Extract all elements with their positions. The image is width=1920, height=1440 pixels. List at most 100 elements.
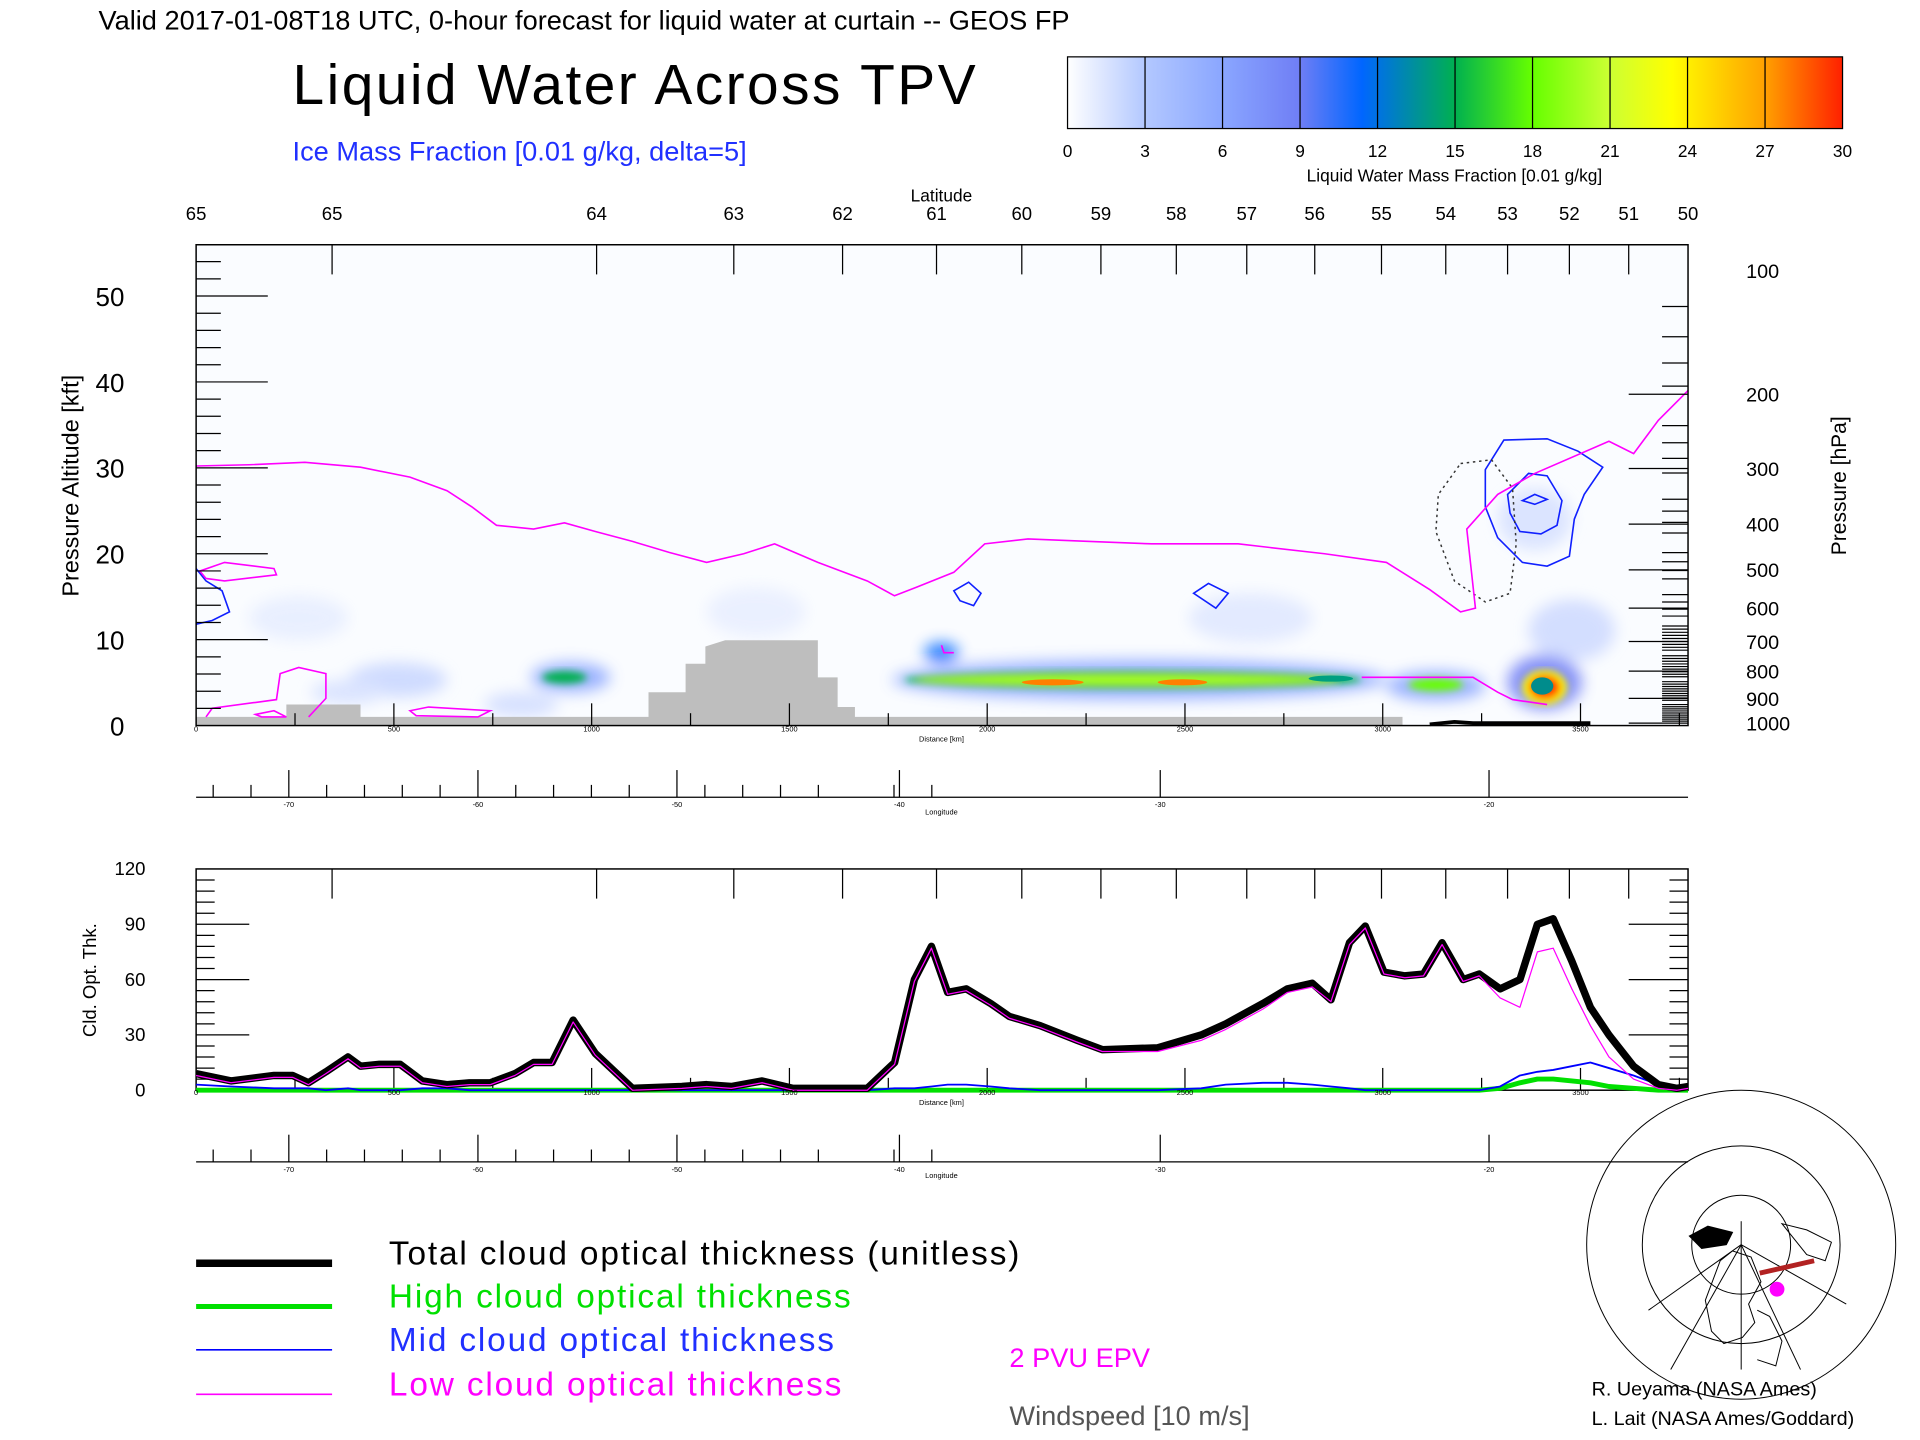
series-line-mid: [196, 1061, 1689, 1092]
y-tick-label: 120: [115, 858, 146, 879]
colorbar-label: 12: [1368, 141, 1387, 161]
longitude-label: -70: [283, 800, 294, 809]
colorbar-label: 15: [1445, 141, 1464, 161]
longitude-label: -60: [473, 1165, 484, 1174]
latitude-title: Latitude: [911, 185, 973, 205]
latitude-label: 58: [1166, 203, 1187, 224]
colorbar-label: 6: [1218, 141, 1228, 161]
colorbar-label: 0: [1063, 141, 1073, 161]
distance-label: 3500: [1572, 1088, 1588, 1097]
distance-label: 2000: [979, 725, 995, 734]
longitude-label: -50: [672, 1165, 683, 1174]
longitude-label: -40: [894, 1165, 905, 1174]
left-axis-title: Pressure Altitude [kft]: [58, 375, 84, 597]
longitude-label: -30: [1155, 1165, 1166, 1174]
colorbar: 0 3 6 9 12 15 18 21 24 27 30 Liquid Water Mass Fra…: [1063, 56, 1852, 186]
pressure-label: 300: [1746, 459, 1779, 481]
windspeed-label: Windspeed [10 m/s]: [1009, 1400, 1249, 1431]
longitude-label: -40: [894, 800, 905, 809]
distance-label: 2500: [1177, 725, 1193, 734]
series-line-high: [196, 1076, 1689, 1093]
page-title: Liquid Water Across TPV: [293, 54, 979, 117]
y-tick-label: 90: [125, 913, 146, 934]
legend-label: Total cloud optical thickness (unitless): [389, 1235, 1021, 1272]
latitude-label: 56: [1304, 203, 1325, 224]
distance-label: 0: [194, 725, 198, 734]
y-tick-label: 30: [125, 1024, 146, 1045]
tpv-location-marker: [1769, 1281, 1785, 1297]
distance-label: 2000: [979, 1088, 995, 1097]
latitude-label: 53: [1497, 203, 1518, 224]
latitude-label: 64: [586, 203, 607, 224]
locator-map: [1586, 1089, 1897, 1400]
distance-label: 500: [388, 1088, 400, 1097]
longitude-label: -60: [473, 800, 484, 809]
latitude-label: 60: [1011, 203, 1032, 224]
longitude-label: -30: [1155, 800, 1166, 809]
liquid-water-field: [249, 488, 1616, 717]
right-axis-title: Pressure [hPa]: [1828, 416, 1851, 555]
legend-label: High cloud optical thickness: [389, 1279, 853, 1316]
latitude-label: 65: [186, 203, 207, 224]
colorbar-label: 24: [1678, 141, 1698, 161]
pressure-label: 1000: [1746, 714, 1790, 736]
upper-distance-title: Distance [km]: [919, 735, 964, 744]
lower-distance-title: Distance [km]: [919, 1098, 964, 1107]
pressure-label: 600: [1746, 599, 1779, 621]
distance-label: 1000: [583, 1088, 599, 1097]
upper-ticks: [196, 244, 1689, 726]
colorbar-label: 30: [1833, 141, 1852, 161]
distance-label: 0: [194, 1088, 198, 1097]
flight-track: [1759, 1258, 1815, 1276]
valid-line: Valid 2017-01-08T18 UTC, 0-hour forecast…: [98, 5, 1069, 36]
legend-label: Mid cloud optical thickness: [389, 1322, 836, 1359]
latitude-label: 50: [1678, 203, 1699, 224]
colorbar-label: 3: [1140, 141, 1150, 161]
latitude-label: 55: [1371, 203, 1392, 224]
y-tick-label: 60: [125, 969, 146, 990]
longitude-label: -50: [672, 800, 683, 809]
pressure-label: 400: [1746, 515, 1779, 537]
lower-y-axis-title: Cld. Opt. Thk.: [79, 923, 100, 1037]
y-tick-label: 0: [135, 1079, 145, 1100]
latitude-label: 57: [1236, 203, 1257, 224]
credit-line-2: L. Lait (NASA Ames/Goddard): [1592, 1408, 1855, 1430]
latitude-label: 63: [723, 203, 744, 224]
latitude-label: 65: [322, 203, 343, 224]
colorbar-label: 27: [1755, 141, 1774, 161]
subtitle: Ice Mass Fraction [0.01 g/kg, delta=5]: [293, 136, 747, 167]
epv-2pvu-contours: [196, 390, 1689, 718]
colorbar-label: 18: [1523, 141, 1542, 161]
distance-label: 1000: [583, 725, 599, 734]
upper-longitude-title: Longitude: [925, 808, 958, 817]
terrain-black-segment: [1429, 719, 1591, 727]
latitude-label: 52: [1559, 203, 1580, 224]
latitude-label: 59: [1091, 203, 1112, 224]
longitude-label: -20: [1484, 800, 1495, 809]
distance-label: 3000: [1374, 725, 1390, 734]
altitude-label: 20: [96, 542, 125, 570]
distance-label: 1500: [781, 1088, 797, 1097]
latitude-label: 51: [1618, 203, 1639, 224]
pressure-label: 100: [1746, 261, 1779, 283]
distance-label: 1500: [781, 725, 797, 734]
lower-longitude-title: Longitude: [925, 1171, 958, 1180]
terrain: [196, 640, 1403, 726]
distance-label: 2500: [1177, 1088, 1193, 1097]
credit-line-1: R. Ueyama (NASA Ames): [1592, 1379, 1817, 1401]
latitude-label: 62: [832, 203, 853, 224]
latitude-label: 61: [926, 203, 947, 224]
legend-label: Low cloud optical thickness: [389, 1367, 843, 1404]
distance-label: 3000: [1374, 1088, 1390, 1097]
pressure-label: 700: [1746, 632, 1779, 654]
colorbar-label: 21: [1600, 141, 1619, 161]
altitude-label: 30: [96, 456, 125, 484]
longitude-label: -70: [283, 1165, 294, 1174]
legend: Total cloud optical thickness (unitless)…: [196, 1235, 1021, 1404]
pressure-label: 200: [1746, 385, 1779, 407]
altitude-label: 50: [96, 284, 125, 312]
colorbar-title: Liquid Water Mass Fraction [0.01 g/kg]: [1307, 166, 1602, 186]
epv-label: 2 PVU EPV: [1009, 1342, 1150, 1373]
altitude-label: 10: [96, 628, 125, 656]
